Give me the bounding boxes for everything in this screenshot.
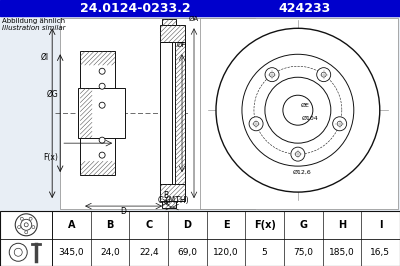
Bar — [160, 184, 185, 201]
Text: ØI: ØI — [41, 52, 49, 61]
Text: 24.0124-0233.2: 24.0124-0233.2 — [80, 2, 190, 15]
Text: B: B — [106, 220, 114, 230]
Circle shape — [242, 54, 354, 166]
Text: 75,0: 75,0 — [293, 248, 313, 257]
Bar — [0, 0, 400, 16]
Text: 185,0: 185,0 — [329, 248, 355, 257]
Text: F(x): F(x) — [254, 220, 276, 230]
Text: 345,0: 345,0 — [59, 248, 84, 257]
Text: Abbildung ähnlich: Abbildung ähnlich — [2, 18, 65, 24]
Circle shape — [29, 217, 32, 220]
Circle shape — [317, 68, 331, 82]
Text: C: C — [145, 220, 152, 230]
Circle shape — [99, 102, 105, 108]
Circle shape — [265, 68, 279, 82]
Bar — [160, 42, 172, 184]
Text: B: B — [164, 191, 169, 200]
Text: Ø104: Ø104 — [302, 116, 319, 121]
Circle shape — [25, 231, 28, 234]
Circle shape — [249, 117, 263, 131]
Text: D: D — [121, 207, 126, 216]
Text: G: G — [299, 220, 307, 230]
Circle shape — [216, 28, 380, 192]
Text: C (MTH): C (MTH) — [158, 196, 189, 205]
Text: 5: 5 — [262, 248, 268, 257]
Text: 69,0: 69,0 — [177, 248, 197, 257]
Circle shape — [265, 77, 331, 143]
Text: ØA: ØA — [189, 16, 199, 22]
Bar — [200, 18, 398, 209]
Circle shape — [18, 226, 20, 228]
Text: I: I — [379, 220, 382, 230]
Text: 16,5: 16,5 — [370, 248, 390, 257]
Circle shape — [270, 72, 274, 77]
Text: 22,4: 22,4 — [139, 248, 158, 257]
Bar — [0, 16, 400, 211]
Circle shape — [291, 147, 305, 161]
Circle shape — [99, 152, 105, 158]
Text: D: D — [183, 220, 191, 230]
Circle shape — [99, 137, 105, 143]
Bar — [78, 88, 125, 138]
Text: 24,0: 24,0 — [100, 248, 120, 257]
Circle shape — [333, 117, 347, 131]
Circle shape — [295, 152, 300, 157]
Text: A: A — [68, 220, 75, 230]
Bar — [0, 211, 400, 266]
Circle shape — [321, 72, 326, 77]
Circle shape — [24, 223, 28, 227]
Circle shape — [32, 226, 35, 228]
Text: 120,0: 120,0 — [213, 248, 239, 257]
Text: ØG: ØG — [46, 90, 58, 99]
Circle shape — [15, 214, 37, 236]
Bar — [80, 51, 115, 175]
Circle shape — [254, 121, 258, 126]
Text: ØE: ØE — [301, 103, 310, 108]
Text: H: H — [338, 220, 346, 230]
Circle shape — [20, 217, 23, 220]
Text: 424233: 424233 — [279, 2, 331, 15]
Text: Ø12,6: Ø12,6 — [293, 170, 312, 175]
Text: E: E — [223, 220, 229, 230]
Circle shape — [337, 121, 342, 126]
Circle shape — [99, 83, 105, 89]
Circle shape — [283, 95, 313, 125]
Circle shape — [14, 248, 22, 256]
Bar — [160, 25, 185, 42]
Circle shape — [99, 68, 105, 74]
Text: ØH: ØH — [177, 42, 187, 48]
Bar — [60, 18, 255, 209]
Circle shape — [21, 219, 32, 230]
Circle shape — [9, 243, 27, 261]
Bar — [162, 201, 176, 208]
Text: Illustration similar: Illustration similar — [2, 25, 66, 31]
Text: F(x): F(x) — [43, 153, 58, 162]
Bar — [162, 19, 176, 25]
Text: ATE: ATE — [247, 136, 309, 165]
Bar — [175, 42, 185, 184]
